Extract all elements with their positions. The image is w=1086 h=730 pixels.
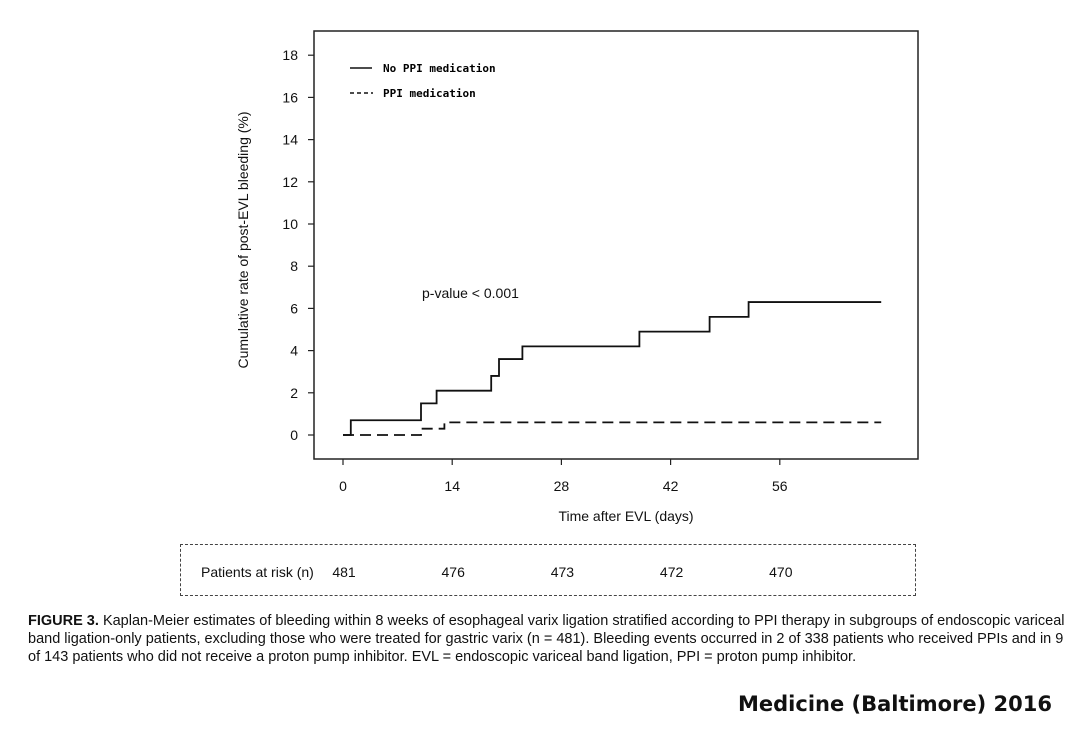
risk-value: 470 xyxy=(769,564,793,580)
p-value-annotation: p-value < 0.001 xyxy=(422,285,519,301)
y-axis: 0 2 4 6 8 10 12 14 16 18 xyxy=(282,47,314,443)
y-tick-label: 10 xyxy=(282,216,298,232)
risk-value: 472 xyxy=(659,564,684,580)
y-tick-label: 8 xyxy=(290,258,298,274)
y-tick-label: 14 xyxy=(282,132,298,148)
risk-value: 473 xyxy=(550,564,575,580)
legend-label-no-ppi: No PPI medication xyxy=(383,62,496,75)
x-tick-label: 14 xyxy=(444,478,460,494)
risk-value: 476 xyxy=(441,564,465,580)
y-axis-label: Cumulative rate of post-EVL bleeding (%) xyxy=(235,111,251,368)
series-no-ppi-line xyxy=(343,301,882,436)
journal-citation: Medicine (Baltimore) 2016 xyxy=(738,692,1052,716)
y-tick-label: 18 xyxy=(282,47,298,63)
legend: No PPI medication PPI medication xyxy=(350,62,496,100)
risk-table: Patients at risk (n) 481 476 473 472 470 xyxy=(180,544,916,596)
legend-label-ppi: PPI medication xyxy=(383,87,476,100)
figure-caption: FIGURE 3. Kaplan-Meier estimates of blee… xyxy=(28,612,1072,666)
x-axis-label: Time after EVL (days) xyxy=(558,508,693,524)
y-tick-label: 4 xyxy=(290,343,298,359)
x-tick-label: 56 xyxy=(772,478,788,494)
caption-text: Kaplan-Meier estimates of bleeding withi… xyxy=(28,613,1065,665)
x-tick-label: 28 xyxy=(554,478,570,494)
series-ppi-line xyxy=(343,421,882,436)
plot-frame xyxy=(313,30,919,460)
y-tick-label: 2 xyxy=(290,385,298,401)
x-tick-label: 0 xyxy=(339,478,347,494)
y-tick-label: 16 xyxy=(282,89,298,105)
km-chart: 0 2 4 6 8 10 12 14 16 18 0 14 28 42 56 No PPI medicat… xyxy=(235,30,919,524)
y-tick-label: 0 xyxy=(290,427,298,443)
risk-table-label: Patients at risk (n) xyxy=(201,564,314,580)
series-layer xyxy=(343,301,882,436)
y-tick-label: 6 xyxy=(290,300,298,316)
risk-value: 481 xyxy=(332,564,356,580)
x-tick-label: 42 xyxy=(663,478,679,494)
caption-label: FIGURE 3. xyxy=(28,613,99,629)
x-axis: 0 14 28 42 56 xyxy=(339,459,788,494)
y-tick-label: 12 xyxy=(282,174,298,190)
